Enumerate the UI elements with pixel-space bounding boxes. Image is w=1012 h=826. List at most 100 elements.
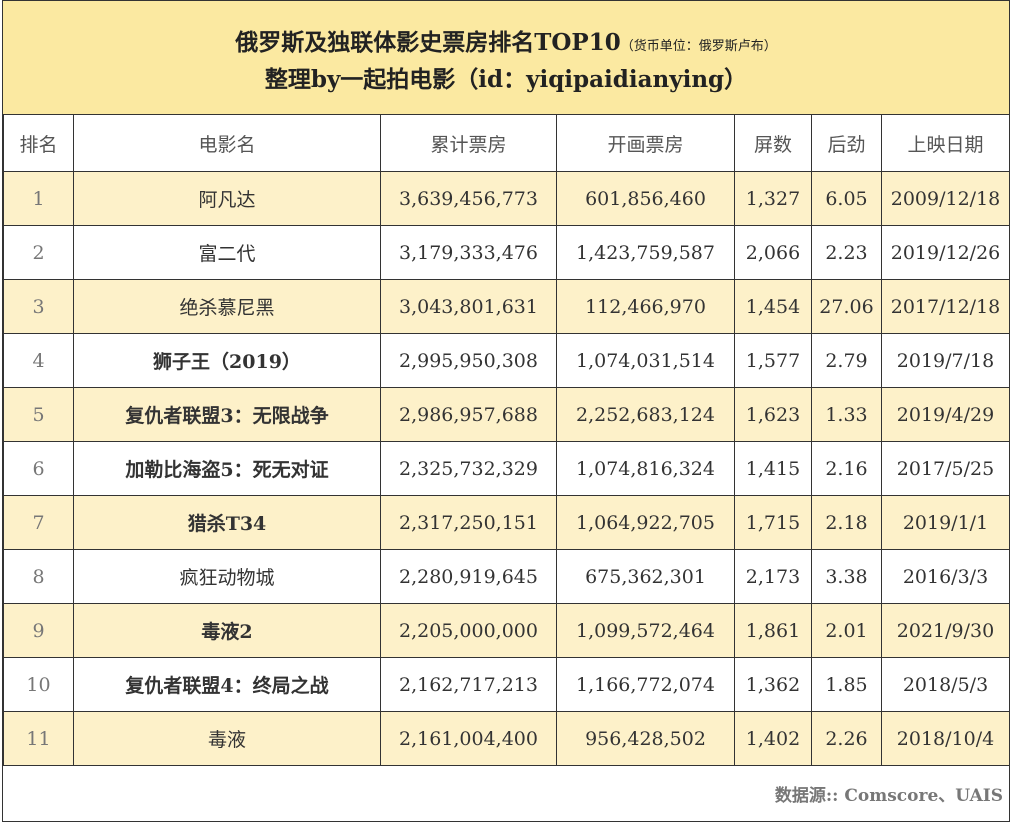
table-cell: 2.01 xyxy=(811,603,882,658)
table-cell: 2019/12/26 xyxy=(881,225,1010,280)
table-cell: 675,362,301 xyxy=(556,549,735,604)
title-line: 俄罗斯及独联体影史票房排名TOP10（货币单位：俄罗斯卢布） xyxy=(3,27,1009,63)
header-row: 排名 电影名 累计票房 开画票房 屏数 后劲 上映日期 xyxy=(3,115,1010,172)
table-cell: 阿凡达 xyxy=(73,171,381,226)
table-cell: 2.26 xyxy=(811,711,882,766)
table-cell: 3 xyxy=(3,279,74,334)
table-cell: 1,577 xyxy=(734,333,812,388)
table-row: 10 复仇者联盟4：终局之战 2,162,717,213 1,166,772,074 1… xyxy=(3,657,1010,712)
table-cell: 2.23 xyxy=(811,225,882,280)
table-cell: 2,205,000,000 xyxy=(380,603,557,658)
table-row: 9 毒液2 2,205,000,000 1,099,572,464 1,861 2.01 2… xyxy=(3,603,1010,658)
subtitle: 整理by一起拍电影（id：yiqipaidianying） xyxy=(264,66,748,93)
table-row: 6 加勒比海盗5：死无对证 2,325,732,329 1,074,816,324 1,… xyxy=(3,441,1010,496)
table-cell: 1,166,772,074 xyxy=(556,657,735,712)
footer: 数据源:: Comscore、UAIS xyxy=(774,786,1003,806)
table-cell: 2,986,957,688 xyxy=(380,387,557,442)
table-cell: 3,639,456,773 xyxy=(380,171,557,226)
table-cell: 猎杀T34 xyxy=(73,495,381,550)
unit-note: （货币单位：俄罗斯卢布） xyxy=(620,39,777,54)
table-cell: 2018/5/3 xyxy=(881,657,1010,712)
table-cell: 2,161,004,400 xyxy=(380,711,557,766)
table-cell: 疯狂动物城 xyxy=(73,549,381,604)
table-cell: 2.18 xyxy=(811,495,882,550)
table-cell: 2,317,250,151 xyxy=(380,495,557,550)
table-body: 1 阿凡达 3,639,456,773 601,856,460 1,327 6.05 200… xyxy=(3,171,1010,766)
column-header: 开画票房 xyxy=(556,115,735,172)
table-row: 2 富二代 3,179,333,476 1,423,759,587 2,066 2.23 2… xyxy=(3,225,1010,280)
table-cell: 5 xyxy=(3,387,74,442)
table-cell: 2019/1/1 xyxy=(881,495,1010,550)
table-row: 7 猎杀T34 2,317,250,151 1,064,922,705 1,715 2.1… xyxy=(3,495,1010,550)
table-cell: 2,066 xyxy=(734,225,812,280)
table-cell: 2,280,919,645 xyxy=(380,549,557,604)
table-cell: 2018/10/4 xyxy=(881,711,1010,766)
table-cell: 2017/5/25 xyxy=(881,441,1010,496)
column-header: 累计票房 xyxy=(380,115,557,172)
table-cell: 601,856,460 xyxy=(556,171,735,226)
table-cell: 1,074,816,324 xyxy=(556,441,735,496)
column-header: 后劲 xyxy=(811,115,882,172)
table-row: 11 毒液 2,161,004,400 956,428,502 1,402 2.26 201… xyxy=(3,711,1010,766)
table-cell: 加勒比海盗5：死无对证 xyxy=(73,441,381,496)
table-cell: 2.79 xyxy=(811,333,882,388)
table-row: 4 狮子王（2019） 2,995,950,308 1,074,031,514 1,57… xyxy=(3,333,1010,388)
table-cell: 11 xyxy=(3,711,74,766)
table-cell: 1,402 xyxy=(734,711,812,766)
table-cell: 复仇者联盟4：终局之战 xyxy=(73,657,381,712)
column-header: 屏数 xyxy=(734,115,812,172)
table-cell: 2,995,950,308 xyxy=(380,333,557,388)
table-cell: 9 xyxy=(3,603,74,658)
table-cell: 6 xyxy=(3,441,74,496)
table-cell: 1,327 xyxy=(734,171,812,226)
table-cell: 1,715 xyxy=(734,495,812,550)
table-cell: 1,074,031,514 xyxy=(556,333,735,388)
table-cell: 1,099,572,464 xyxy=(556,603,735,658)
table-cell: 1,423,759,587 xyxy=(556,225,735,280)
table-cell: 10 xyxy=(3,657,74,712)
table-cell: 7 xyxy=(3,495,74,550)
table-cell: 1 xyxy=(3,171,74,226)
table-cell: 复仇者联盟3：无限战争 xyxy=(73,387,381,442)
table-cell: 4 xyxy=(3,333,74,388)
table-cell: 3,043,801,631 xyxy=(380,279,557,334)
table-cell: 绝杀慕尼黑 xyxy=(73,279,381,334)
table-cell: 毒液2 xyxy=(73,603,381,658)
table-cell: 2017/12/18 xyxy=(881,279,1010,334)
column-header: 排名 xyxy=(3,115,74,172)
title: 俄罗斯及独联体影史票房排名TOP10 xyxy=(235,29,621,56)
ranking-table: 排名 电影名 累计票房 开画票房 屏数 后劲 上映日期 1 阿凡达 3,639,456,773 6… xyxy=(3,115,1010,766)
table-cell: 1,415 xyxy=(734,441,812,496)
table-cell: 2019/7/18 xyxy=(881,333,1010,388)
table-row: 8 疯狂动物城 2,280,919,645 675,362,301 2,173 3.38 2… xyxy=(3,549,1010,604)
table-cell: 1,454 xyxy=(734,279,812,334)
table-row: 3 绝杀慕尼黑 3,043,801,631 112,466,970 1,454 27.06… xyxy=(3,279,1010,334)
table-row: 1 阿凡达 3,639,456,773 601,856,460 1,327 6.05 200… xyxy=(3,171,1010,226)
table-cell: 1,623 xyxy=(734,387,812,442)
table-cell: 1,064,922,705 xyxy=(556,495,735,550)
table-cell: 6.05 xyxy=(811,171,882,226)
table-cell: 1.85 xyxy=(811,657,882,712)
table-cell: 2,252,683,124 xyxy=(556,387,735,442)
table-cell: 毒液 xyxy=(73,711,381,766)
table-cell: 2,325,732,329 xyxy=(380,441,557,496)
table-cell: 2 xyxy=(3,225,74,280)
header: 俄罗斯及独联体影史票房排名TOP10（货币单位：俄罗斯卢布） 整理by一起拍电影… xyxy=(3,1,1009,115)
table-cell: 2019/4/29 xyxy=(881,387,1010,442)
table-cell: 2.16 xyxy=(811,441,882,496)
table-cell: 2,173 xyxy=(734,549,812,604)
table-cell: 2021/9/30 xyxy=(881,603,1010,658)
column-header: 电影名 xyxy=(73,115,381,172)
table-cell: 8 xyxy=(3,549,74,604)
table-cell: 1,362 xyxy=(734,657,812,712)
table-cell: 狮子王（2019） xyxy=(73,333,381,388)
table-cell: 2009/12/18 xyxy=(881,171,1010,226)
column-header: 上映日期 xyxy=(881,115,1010,172)
table-cell: 3.38 xyxy=(811,549,882,604)
table-cell: 富二代 xyxy=(73,225,381,280)
table-cell: 2016/3/3 xyxy=(881,549,1010,604)
table-cell: 112,466,970 xyxy=(556,279,735,334)
table-cell: 1.33 xyxy=(811,387,882,442)
table-cell: 3,179,333,476 xyxy=(380,225,557,280)
table-cell: 956,428,502 xyxy=(556,711,735,766)
